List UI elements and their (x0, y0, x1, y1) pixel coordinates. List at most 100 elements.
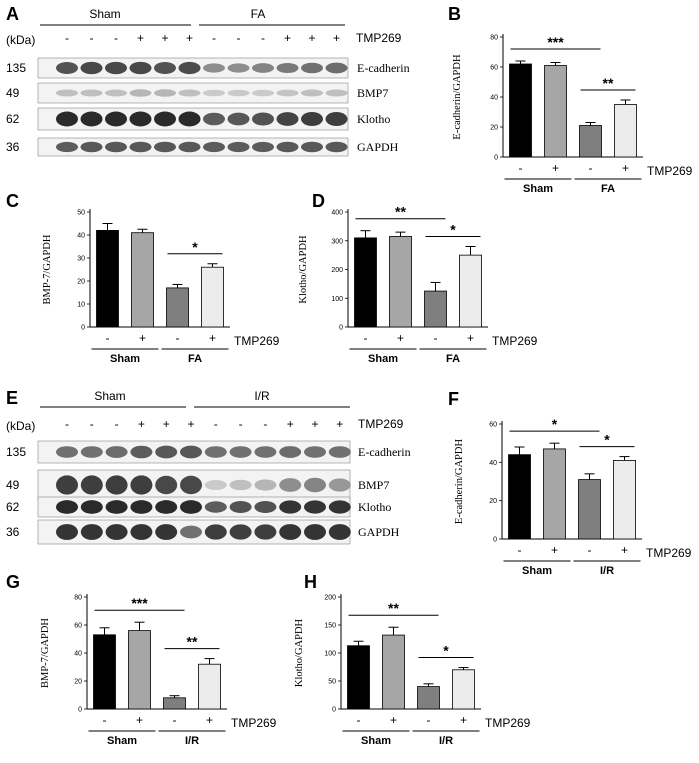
blot-band (105, 524, 128, 540)
blot-band (203, 89, 225, 97)
blot-band (301, 111, 323, 127)
y-tick-label: 100 (331, 296, 343, 303)
blot-band (328, 500, 351, 514)
blot-band (154, 62, 176, 74)
blot-band (304, 524, 326, 540)
treatment-sign: + (136, 713, 143, 727)
treatment-sign: + (551, 543, 558, 557)
blot-band (105, 446, 128, 458)
blot-band (130, 500, 153, 514)
blot-group-label: FA (251, 7, 266, 21)
group-label: Sham (107, 735, 137, 747)
protein-label: E-cadherin (358, 445, 411, 459)
bar (93, 634, 116, 710)
y-axis-label: Klotho/GAPDH (298, 235, 309, 304)
blot-band (154, 89, 176, 97)
treatment-sign: + (460, 713, 467, 727)
blot-band (180, 525, 202, 539)
blot-band (80, 111, 103, 127)
blot-band (105, 141, 127, 153)
lane-sign: - (114, 31, 118, 45)
blot-band (229, 524, 252, 540)
group-label: Sham (110, 353, 140, 365)
bar (347, 645, 370, 710)
blot-band (56, 500, 78, 514)
y-tick-label: 40 (490, 95, 498, 102)
kda-value: 62 (6, 112, 20, 126)
lane-sign: + (138, 417, 145, 431)
bar (459, 254, 482, 328)
protein-label: E-cadherin (357, 61, 410, 75)
blot-band (252, 89, 274, 97)
y-tick-label: 60 (490, 65, 498, 72)
group-label: Sham (361, 735, 391, 747)
lane-sign: - (212, 31, 216, 45)
y-tick-label: 80 (74, 595, 82, 602)
y-tick-label: 10 (77, 302, 85, 309)
kda-value: 49 (6, 86, 20, 100)
blot-band (301, 89, 323, 97)
kda-value: 36 (6, 140, 20, 154)
protein-label: GAPDH (358, 525, 400, 539)
blot-band (56, 475, 78, 495)
treatment-label: TMP269 (647, 164, 693, 178)
lane-sign: - (261, 31, 265, 45)
bar (613, 460, 636, 540)
protein-label: BMP7 (357, 86, 388, 100)
blot-band (325, 111, 348, 127)
blot-band (180, 500, 202, 514)
treatment-label: TMP269 (358, 417, 404, 431)
blot-band (276, 62, 299, 74)
bar (131, 232, 154, 328)
blot-band (254, 479, 277, 491)
blot-band (279, 524, 302, 540)
blot-band (276, 112, 299, 126)
lane-sign: - (90, 31, 94, 45)
treatment-label: TMP269 (234, 334, 280, 348)
treatment-sign: + (397, 331, 404, 345)
bar (424, 290, 447, 328)
blot-band (276, 141, 299, 153)
treatment-sign: + (390, 713, 397, 727)
treatment-sign: - (518, 543, 522, 557)
blot-band (304, 500, 326, 514)
bar (128, 630, 151, 710)
bar (578, 479, 601, 540)
blot-band (325, 62, 348, 74)
bar (544, 65, 567, 158)
treatment-label: TMP269 (646, 546, 692, 560)
panel-letter-g: G (6, 572, 20, 592)
blot-band (279, 478, 302, 492)
blot-band (204, 480, 227, 490)
blot-band (252, 141, 274, 153)
bar (508, 454, 531, 540)
blot-band (154, 111, 176, 127)
treatment-sign: - (519, 161, 523, 175)
blot-band (254, 446, 277, 458)
blot-band (301, 62, 323, 74)
blot-band (129, 111, 152, 127)
group-label: Sham (522, 565, 552, 577)
treatment-sign: - (589, 161, 593, 175)
blot-band (56, 141, 78, 153)
y-tick-label: 0 (78, 707, 82, 714)
bar (579, 125, 602, 158)
blot-band (304, 446, 326, 458)
treatment-sign: - (434, 331, 438, 345)
treatment-sign: + (467, 331, 474, 345)
blot-band (155, 445, 178, 459)
y-tick-label: 100 (324, 651, 336, 658)
blot-band (80, 500, 103, 514)
blot-band (227, 112, 250, 126)
blot-band (204, 524, 227, 540)
lane-sign: + (284, 31, 291, 45)
protein-label: Klotho (358, 500, 391, 514)
lane-sign: + (311, 417, 318, 431)
blot-band (105, 475, 128, 495)
significance-label: ** (603, 75, 614, 91)
treatment-sign: - (103, 713, 107, 727)
significance-label: *** (131, 595, 148, 611)
lane-sign: - (237, 31, 241, 45)
